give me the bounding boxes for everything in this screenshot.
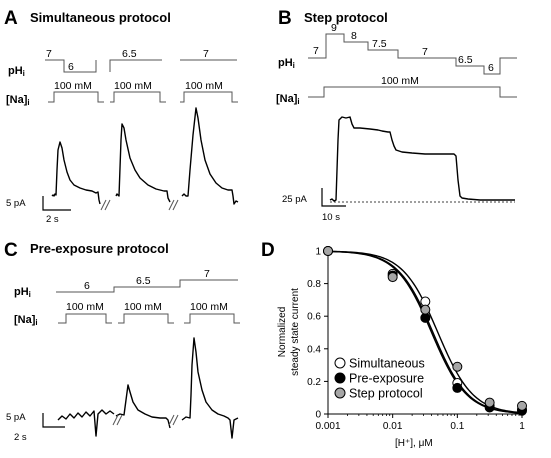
data-point-series-2 xyxy=(387,272,398,283)
panel-b-letter: B xyxy=(278,8,292,29)
panel-c-ph-step-label: 6 xyxy=(84,280,90,292)
panel-d: D 0.001 0.01 0.1 1 0 0.2 0.4 0.6 0.8 1 [H⁺], μM N… xyxy=(261,240,527,449)
panel-a-na-protocol xyxy=(48,91,238,103)
data-point-series-1 xyxy=(452,382,463,393)
panel-a-current-trace xyxy=(51,141,101,205)
panel-b-title: Step protocol xyxy=(304,10,388,25)
panel-a-break-mark xyxy=(100,199,179,211)
dose-response-chart: 0.001 0.01 0.1 1 0 0.2 0.4 0.6 0.8 1 [H⁺], μM Nor… xyxy=(277,246,527,449)
panel-b-ph-step-label: 7 xyxy=(422,46,428,58)
panel-b-ph-step-label: 7 xyxy=(313,45,319,57)
panel-a-current-trace xyxy=(115,123,171,203)
panel-b-current-trace xyxy=(329,116,515,202)
panel-b-scale-current: 25 pA xyxy=(282,194,307,205)
panel-c-ph-step-label: 6.5 xyxy=(136,275,151,287)
panel-c-letter: C xyxy=(4,240,18,261)
data-point-series-2 xyxy=(452,361,463,372)
panel-a-scale-bar xyxy=(42,196,71,211)
data-point-series-2 xyxy=(517,400,527,411)
panel-c-na-conc-label: 100 mM xyxy=(66,301,104,313)
panel-c-na-conc-label: 100 mM xyxy=(124,301,162,313)
panel-b-ph-label: pHi xyxy=(278,57,295,70)
panel-a-current-trace xyxy=(181,107,239,205)
panel-c-na-conc-label: 100 mM xyxy=(190,301,228,313)
panel-b-na-label: [Na]i xyxy=(276,93,300,106)
panel-b-ph-step-label: 7.5 xyxy=(372,38,387,50)
y-tick-label: 1 xyxy=(315,247,321,258)
x-tick-label: 0.01 xyxy=(383,421,403,432)
x-tick-label: 0.1 xyxy=(450,421,464,432)
legend-label: Step protocol xyxy=(349,387,423,401)
panel-a: A Simultaneous protocol pHi [Na]i 7 6 6.… xyxy=(4,8,239,225)
panel-b-na-protocol xyxy=(308,86,517,98)
panel-c-scale-bar xyxy=(42,413,65,428)
panel-a-scale-time: 2 s xyxy=(46,214,59,225)
panel-c-current-trace xyxy=(181,337,239,439)
y-tick-label: 0.4 xyxy=(307,344,321,355)
y-axis-label-line1: Normalized xyxy=(277,307,288,358)
panel-b-ph-step-label: 6.5 xyxy=(458,54,473,66)
data-point-series-2 xyxy=(323,246,333,256)
panel-a-ph-step-label: 7 xyxy=(46,48,52,60)
panel-c: C Pre-exposure protocol pHi [Na]i 6 6.5 … xyxy=(4,240,240,443)
panel-c-current-trace xyxy=(57,409,115,437)
panel-a-na-conc-label: 100 mM xyxy=(114,80,152,92)
panel-b-ph-step-label: 6 xyxy=(488,62,494,74)
panel-b: B Step protocol pHi [Na]i 7 9 8 7.5 7 6.… xyxy=(276,8,517,223)
y-tick-label: 0.8 xyxy=(307,279,321,290)
panel-a-ph-protocol xyxy=(45,59,237,73)
panel-b-ph-step-label: 9 xyxy=(331,22,337,34)
data-point-series-2 xyxy=(484,397,495,408)
panel-a-na-conc-label: 100 mM xyxy=(54,80,92,92)
panel-b-scale-time: 10 s xyxy=(322,212,340,223)
y-axis-label-line2: steady state current xyxy=(290,288,301,376)
panel-b-ph-protocol xyxy=(308,33,517,75)
panel-c-ph-label: pHi xyxy=(14,286,31,299)
panel-a-letter: A xyxy=(4,8,18,29)
panel-a-ph-step-label: 7 xyxy=(203,48,209,60)
data-point-series-2 xyxy=(420,304,431,315)
legend-marker xyxy=(334,357,346,369)
y-tick-label: 0 xyxy=(315,410,321,421)
legend-marker xyxy=(334,372,346,384)
panel-b-scale-bar xyxy=(321,188,346,207)
panel-d-letter: D xyxy=(261,240,275,261)
x-tick-label: 0.001 xyxy=(315,421,340,432)
legend-marker xyxy=(334,387,346,399)
panel-a-ph-step-label: 6.5 xyxy=(122,48,137,60)
panel-c-ph-step-label: 7 xyxy=(204,268,210,280)
panel-a-na-label: [Na]i xyxy=(6,94,30,107)
panel-c-ph-protocol xyxy=(56,279,238,293)
legend-label: Simultaneous xyxy=(349,357,425,371)
panel-a-title: Simultaneous protocol xyxy=(30,10,171,25)
legend-label: Pre-exposure xyxy=(349,372,424,386)
y-tick-label: 0.6 xyxy=(307,312,321,323)
panel-c-scale-current: 5 pA xyxy=(6,412,26,423)
panel-a-ph-step-label: 6 xyxy=(68,61,74,73)
panel-c-title: Pre-exposure protocol xyxy=(30,241,169,256)
x-axis-label: [H⁺], μM xyxy=(395,438,433,449)
panel-c-break-mark xyxy=(112,414,179,426)
panel-c-na-protocol xyxy=(58,313,240,324)
panel-b-ph-step-label: 8 xyxy=(351,30,357,42)
y-tick-label: 0.2 xyxy=(307,377,321,388)
panel-b-na-conc-label: 100 mM xyxy=(381,75,419,87)
panel-c-na-label: [Na]i xyxy=(14,314,38,327)
panel-a-scale-current: 5 pA xyxy=(6,198,26,209)
panel-c-current-trace xyxy=(115,384,171,429)
panel-a-ph-label: pHi xyxy=(8,65,25,78)
panel-c-scale-time: 2 s xyxy=(14,432,27,443)
panel-a-na-conc-label: 100 mM xyxy=(185,80,223,92)
x-tick-label: 1 xyxy=(519,421,525,432)
